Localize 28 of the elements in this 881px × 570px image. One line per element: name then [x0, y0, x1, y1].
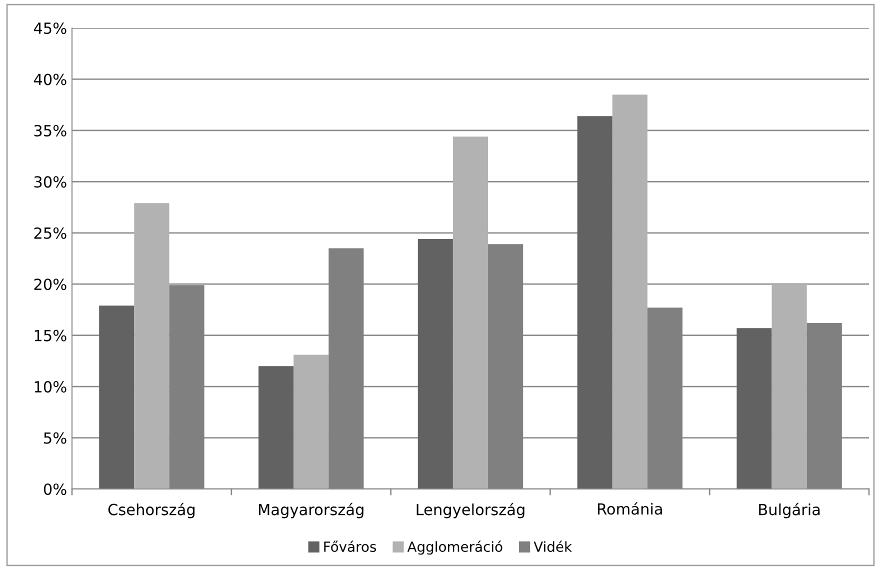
legend-label: Vidék	[534, 540, 572, 552]
y-tick-label: 40%	[34, 74, 66, 86]
bar	[452, 136, 488, 489]
bar	[736, 328, 772, 489]
bar	[294, 354, 329, 489]
y-tick-label: 15%	[34, 330, 66, 342]
x-tick-label: Bulgária	[759, 502, 820, 518]
y-tick-label: 0%	[44, 483, 66, 496]
bar	[612, 94, 648, 489]
x-tick-label: Lengyelország	[416, 502, 524, 518]
bar	[99, 306, 134, 489]
legend-label: Agglomeráció	[407, 540, 502, 555]
bar	[258, 366, 294, 489]
y-tick-label: 35%	[34, 124, 66, 136]
legend-label: Főváros	[324, 540, 376, 552]
bar	[418, 239, 453, 489]
bar	[772, 284, 807, 489]
x-tick-label: Csehország	[108, 502, 194, 518]
x-tick-label: Románia	[598, 502, 662, 515]
y-tick-label: 45%	[34, 22, 66, 34]
bar	[577, 116, 612, 489]
y-tick-label: 20%	[34, 278, 66, 290]
y-tick-label: 25%	[34, 227, 66, 239]
y-tick-label: 5%	[44, 432, 66, 444]
x-tick-label: Magyarország	[258, 502, 364, 518]
y-tick-label: 10%	[34, 381, 66, 393]
bar	[134, 203, 170, 489]
y-tick-label: 30%	[34, 176, 66, 188]
